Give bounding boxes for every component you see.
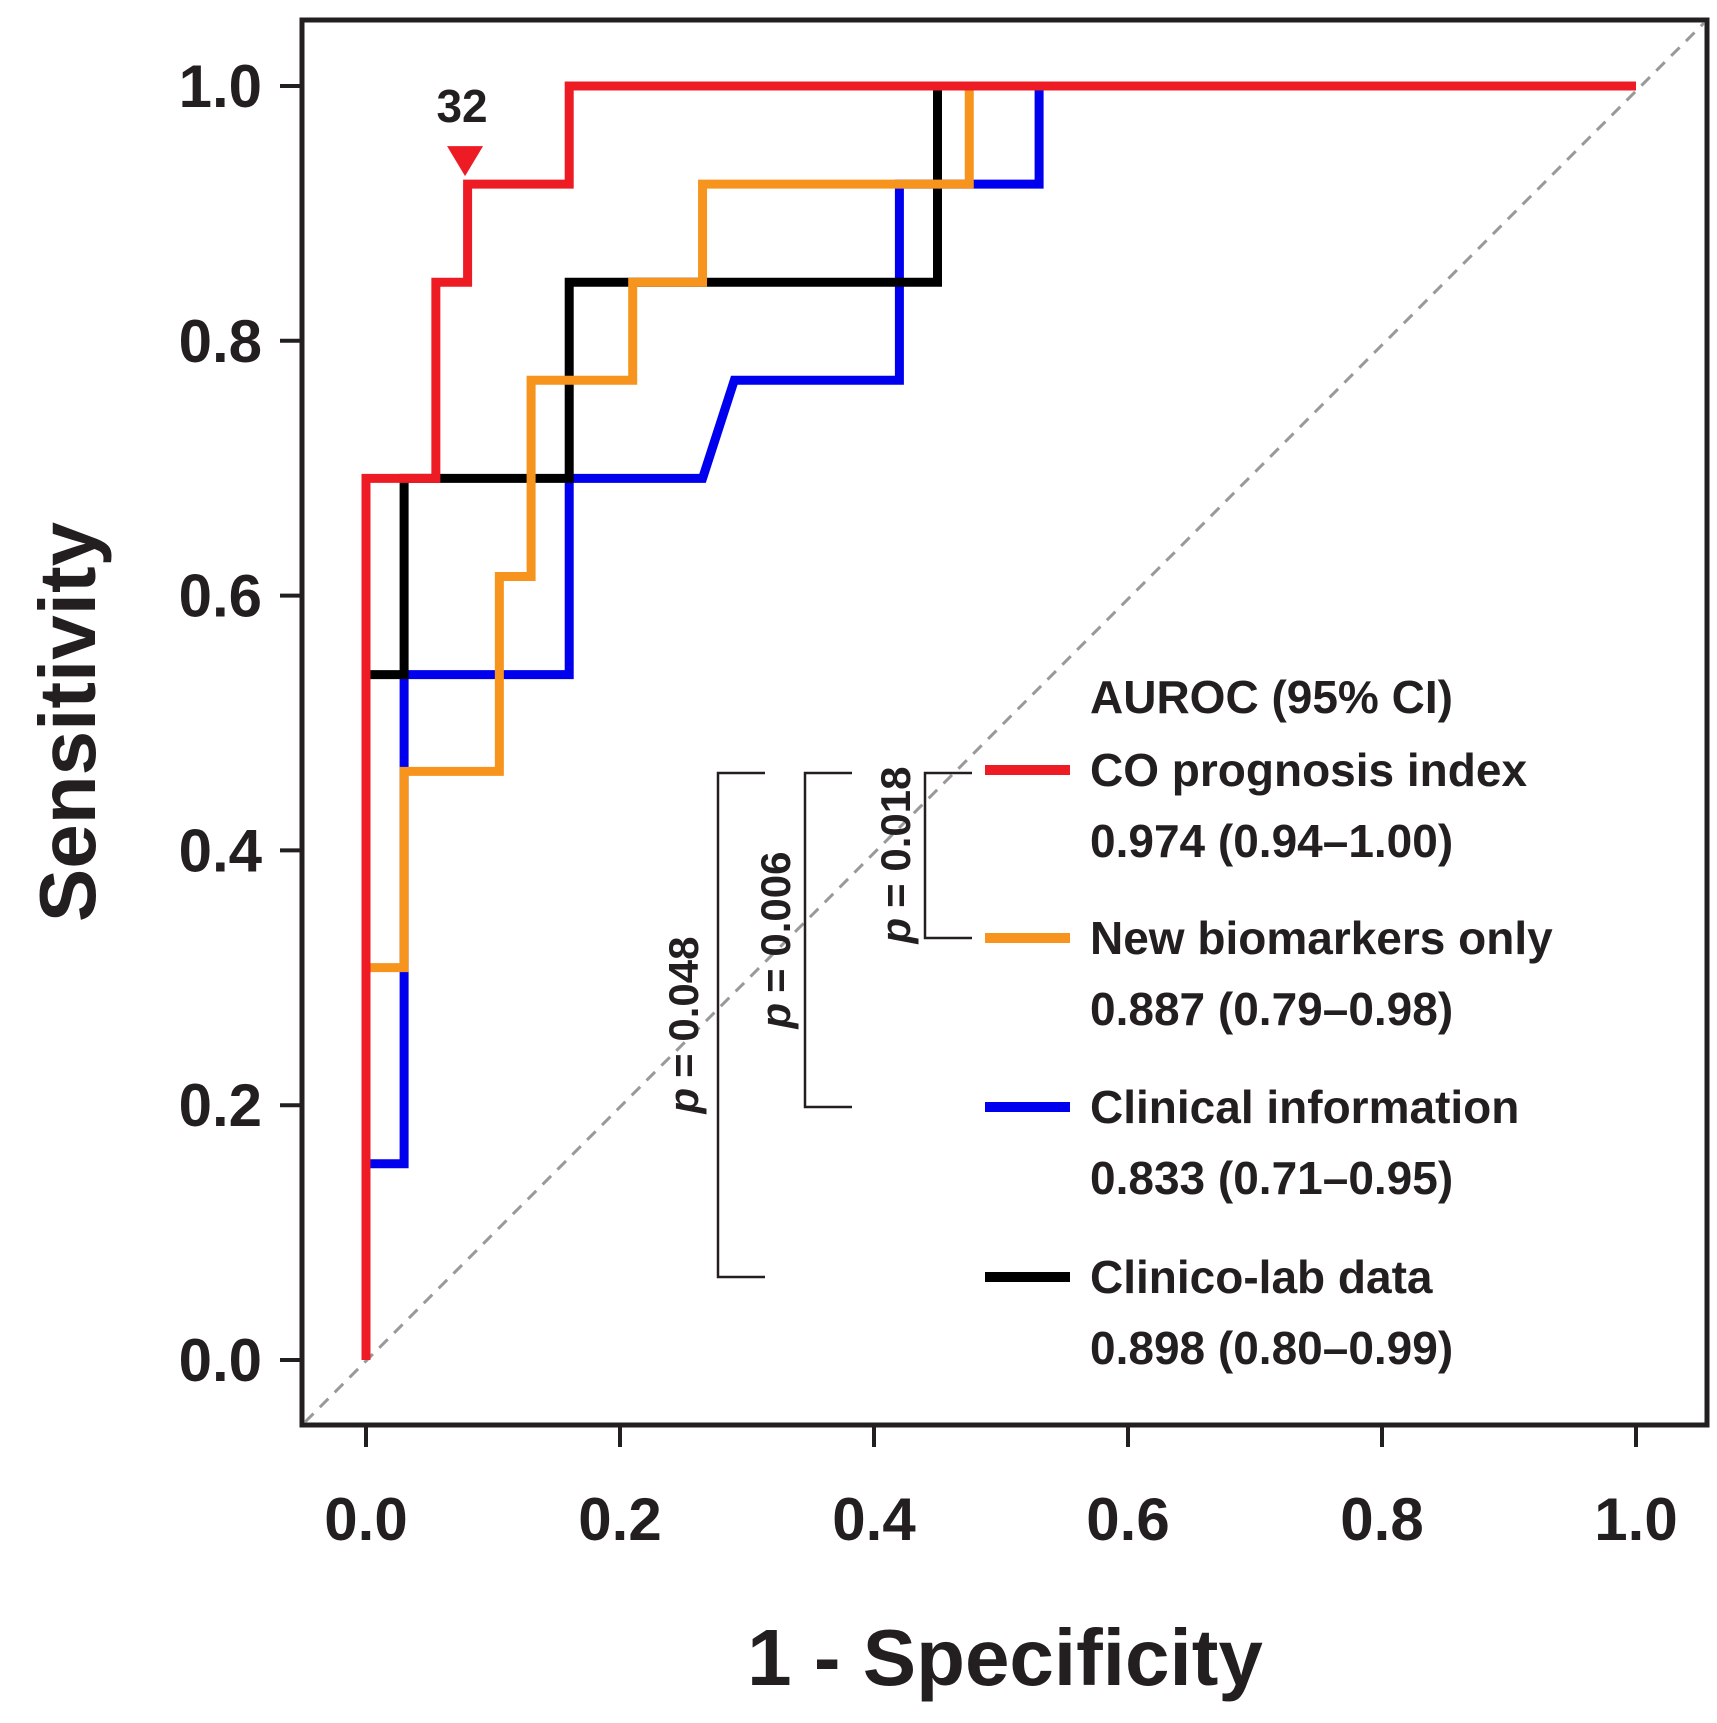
legend-entry-co-prognosis-index: CO prognosis index 0.974 (0.94–1.00) xyxy=(985,744,1527,867)
legend-entry-clinical-information: Clinical information 0.833 (0.71–0.95) xyxy=(985,1081,1519,1204)
y-axis-ticks: 0.0 0.2 0.4 0.6 0.8 1.0 xyxy=(179,53,302,1394)
reference-diagonal-line xyxy=(303,21,1706,1424)
p-value-label-0048: p = 0.048 xyxy=(660,937,707,1115)
p-value-label-0018: p = 0.018 xyxy=(872,767,919,945)
legend-label-co-prognosis-index: CO prognosis index xyxy=(1090,744,1527,796)
cutoff-annotation-label: 32 xyxy=(436,80,487,132)
p-value-brackets: p = 0.018 p = 0.006 p = 0.048 xyxy=(660,767,972,1279)
x-tick-label-1: 0.2 xyxy=(578,1486,661,1553)
x-tick-label-4: 0.8 xyxy=(1340,1486,1423,1553)
bracket-line-p-0018 xyxy=(923,771,972,940)
legend-entry-clinico-lab-data: Clinico-lab data 0.898 (0.80–0.99) xyxy=(985,1251,1453,1374)
series-line-clinico-lab-data xyxy=(361,81,1636,1360)
legend-label-new-biomarkers-only: New biomarkers only xyxy=(1090,912,1553,964)
roc-series-lines xyxy=(361,81,1636,1360)
bracket-p-0048: p = 0.048 xyxy=(660,771,765,1279)
y-tick-label-1: 0.2 xyxy=(179,1072,262,1139)
x-tick-label-2: 0.4 xyxy=(832,1486,916,1553)
y-tick-label-2: 0.4 xyxy=(179,817,263,884)
annotation-layer: 32 xyxy=(436,80,488,177)
p-value-0006: = 0.006 xyxy=(752,852,799,993)
x-tick-label-0: 0.0 xyxy=(324,1486,407,1553)
series-line-new-biomarkers-only xyxy=(361,81,1636,1360)
bracket-p-0006: p = 0.006 xyxy=(752,771,852,1109)
bracket-line-p-0006 xyxy=(803,771,852,1109)
x-tick-label-5: 1.0 xyxy=(1594,1486,1677,1553)
p-value-0048: = 0.048 xyxy=(660,937,707,1078)
y-tick-label-4: 0.8 xyxy=(179,308,262,375)
series-line-co-prognosis-index xyxy=(361,81,1636,1360)
legend-title: AUROC (95% CI) xyxy=(1090,671,1453,723)
legend-auroc-co-prognosis-index: 0.974 (0.94–1.00) xyxy=(1090,815,1453,867)
p-value-0018: = 0.018 xyxy=(872,767,919,908)
p-symbol-0018: p xyxy=(872,918,919,945)
legend-label-clinical-information: Clinical information xyxy=(1090,1081,1519,1133)
x-axis-ticks: 0.0 0.2 0.4 0.6 0.8 1.0 xyxy=(324,1425,1678,1553)
bracket-p-0018: p = 0.018 xyxy=(872,767,972,945)
x-tick-label-3: 0.6 xyxy=(1086,1486,1169,1553)
y-tick-label-5: 1.0 xyxy=(179,53,262,120)
y-tick-label-3: 0.6 xyxy=(179,563,262,630)
p-symbol-0006: p xyxy=(752,1003,799,1030)
bracket-line-p-0048 xyxy=(716,771,765,1279)
legend-auroc-clinical-information: 0.833 (0.71–0.95) xyxy=(1090,1152,1453,1204)
x-axis-title: 1 - Specificity xyxy=(747,1613,1263,1702)
legend-entry-new-biomarkers-only: New biomarkers only 0.887 (0.79–0.98) xyxy=(985,912,1553,1035)
y-axis-title: Sensitivity xyxy=(23,521,112,922)
legend-auroc-clinico-lab-data: 0.898 (0.80–0.99) xyxy=(1090,1322,1453,1374)
p-value-label-0006: p = 0.006 xyxy=(752,852,799,1030)
cutoff-marker-triangle xyxy=(447,146,484,177)
p-symbol-0048: p xyxy=(660,1088,707,1115)
legend-label-clinico-lab-data: Clinico-lab data xyxy=(1090,1251,1433,1303)
y-tick-label-0: 0.0 xyxy=(179,1327,262,1394)
legend: CO prognosis index 0.974 (0.94–1.00) New… xyxy=(985,744,1553,1374)
legend-auroc-new-biomarkers-only: 0.887 (0.79–0.98) xyxy=(1090,983,1453,1035)
